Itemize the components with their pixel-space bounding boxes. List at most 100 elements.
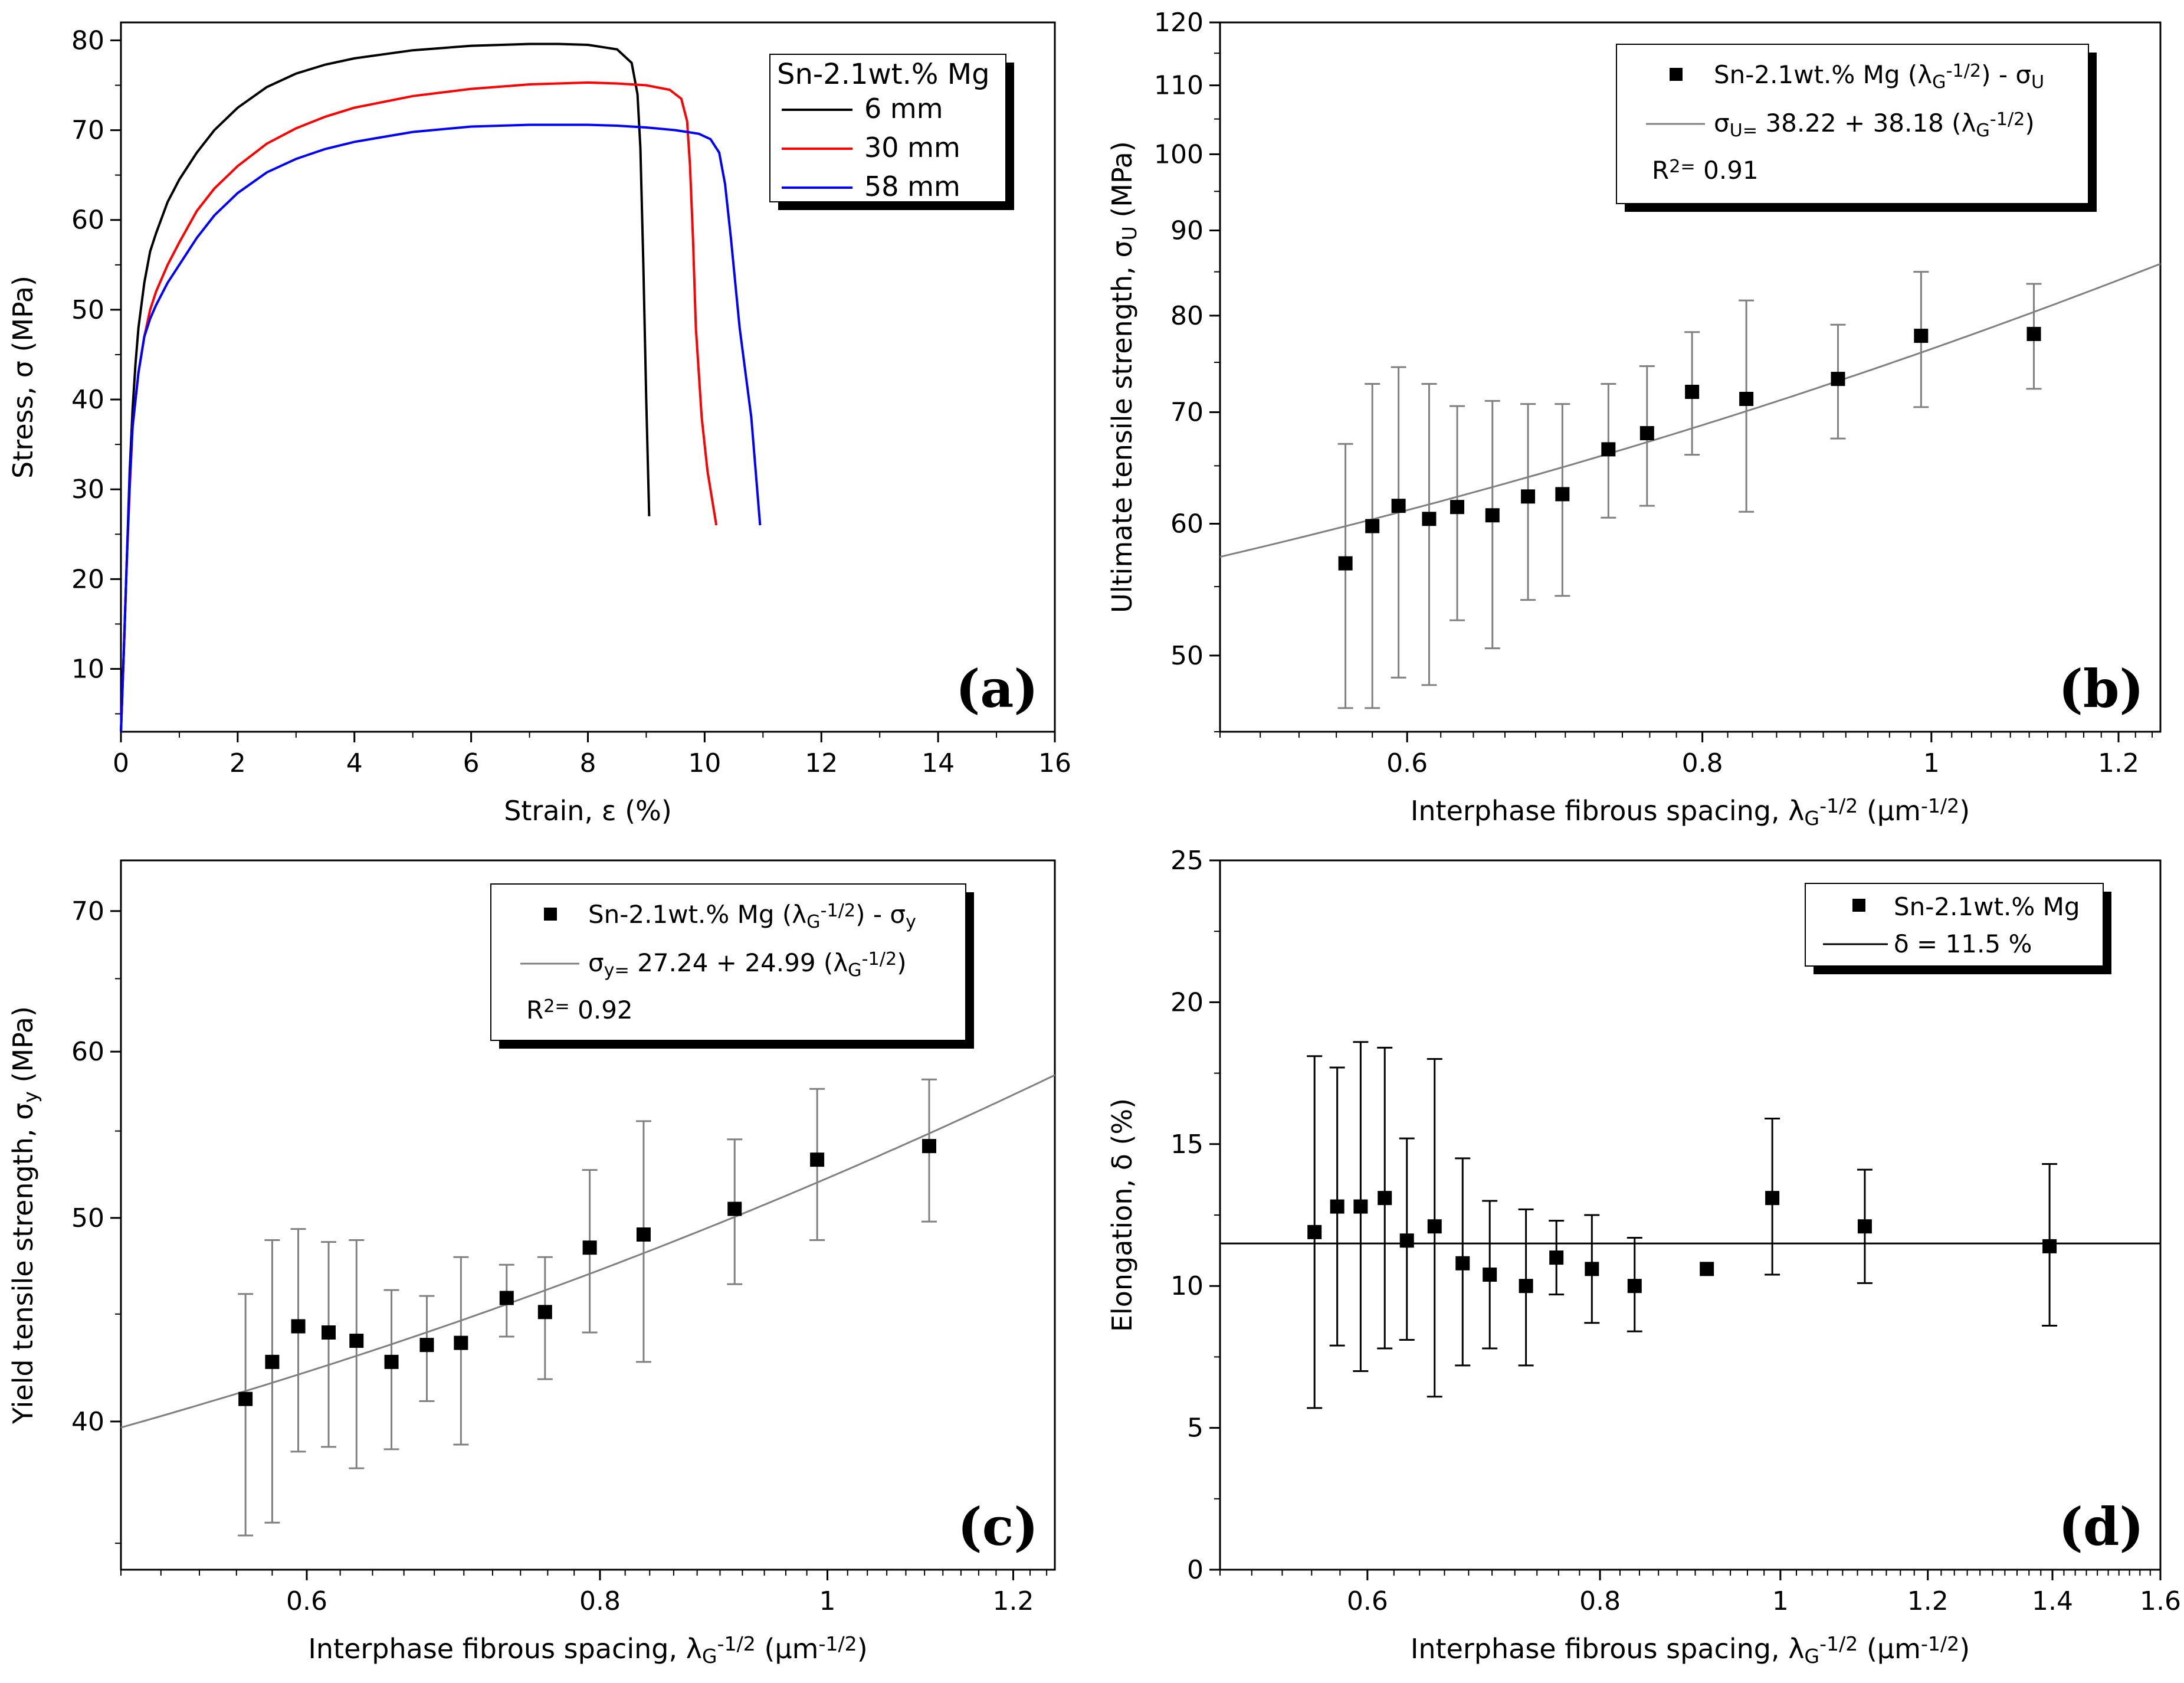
y-axis-label: Yield tensile strength, σy (MPa) bbox=[7, 1006, 42, 1425]
x-tick-label: 2 bbox=[229, 748, 246, 778]
data-point bbox=[291, 1319, 306, 1334]
x-tick-label: 14 bbox=[922, 748, 955, 778]
panel-d-elongation: 0.6 0.8 1 1.2 1.4 1.6 0 5 10 15 20 25 Interphase fib… bbox=[1106, 846, 2181, 1668]
x-tick-label: 1.4 bbox=[2032, 1586, 2073, 1616]
data-point bbox=[810, 1152, 825, 1167]
panel-label: (d) bbox=[2058, 1496, 2144, 1557]
x-tick-label: 12 bbox=[805, 748, 838, 778]
data-point bbox=[1353, 1199, 1368, 1214]
panel-b-ultimate-strength: 0.6 0.8 1 1.2 50 60 70 80 90 100 110 120 Interphase … bbox=[1106, 8, 2162, 830]
y-tick-label: 15 bbox=[1170, 1129, 1204, 1160]
x-tick-label: 1 bbox=[819, 1586, 835, 1616]
data-point bbox=[1685, 385, 1700, 400]
y-axis-label: Ultimate tensile strength, σU (MPa) bbox=[1106, 141, 1141, 613]
data-point bbox=[265, 1354, 280, 1369]
data-point bbox=[1521, 489, 1536, 504]
x-axis-label: Interphase fibrous spacing, λG-1/2 (μm-1… bbox=[308, 1632, 867, 1668]
y-tick-label: 70 bbox=[1170, 398, 1204, 428]
y-tick-label: 30 bbox=[71, 474, 104, 505]
x-tick-label: 8 bbox=[580, 748, 596, 778]
data-point bbox=[1585, 1262, 1599, 1276]
data-point bbox=[499, 1291, 514, 1305]
data-point bbox=[1601, 442, 1616, 457]
data-point bbox=[1555, 487, 1570, 502]
x-tick-label: 16 bbox=[1038, 748, 1071, 778]
x-tick-label: 1.2 bbox=[1907, 1586, 1949, 1616]
legend-series-label: Sn-2.1wt.% Mg (λG-1/2) - σU bbox=[1714, 60, 2044, 93]
y-tick-label: 10 bbox=[1170, 1271, 1204, 1301]
y-tick-label: 25 bbox=[1170, 846, 1204, 876]
data-point bbox=[1422, 512, 1437, 526]
data-point bbox=[1700, 1262, 1714, 1276]
x-axis-label: Strain, ε (%) bbox=[504, 795, 672, 827]
legend-mean-label: δ = 11.5 % bbox=[1894, 929, 2032, 958]
y-tick-label: 20 bbox=[1170, 987, 1204, 1017]
y-tick-label: 50 bbox=[1170, 641, 1204, 671]
data-point bbox=[1483, 1267, 1497, 1282]
y-tick-label: 80 bbox=[71, 25, 104, 55]
data-point bbox=[537, 1305, 552, 1319]
legend-title: Sn-2.1wt.% Mg bbox=[777, 58, 990, 91]
x-tick-label: 1.2 bbox=[992, 1586, 1034, 1616]
data-point bbox=[1399, 1233, 1414, 1248]
data-point bbox=[1455, 1256, 1470, 1271]
x-tick-label: 0.8 bbox=[1682, 748, 1723, 778]
y-tick-label: 120 bbox=[1154, 8, 1204, 38]
data-point bbox=[1857, 1219, 1872, 1234]
legend-marker bbox=[1852, 899, 1865, 912]
data-point bbox=[1330, 1199, 1344, 1214]
y-tick-label: 60 bbox=[71, 1037, 104, 1067]
legend-box bbox=[490, 883, 966, 1041]
x-tick-label: 0.6 bbox=[1386, 748, 1428, 778]
x-tick-label: 6 bbox=[463, 748, 480, 778]
panel-label: (b) bbox=[2058, 658, 2144, 719]
data-point bbox=[349, 1334, 364, 1348]
y-tick-label: 60 bbox=[1170, 509, 1204, 539]
panel-label: (a) bbox=[956, 658, 1038, 719]
data-point bbox=[384, 1354, 399, 1369]
data-point bbox=[1639, 426, 1654, 441]
legend-r2-label: R2= 0.92 bbox=[526, 996, 633, 1024]
x-tick-label: 0.8 bbox=[579, 1586, 621, 1616]
y-tick-label: 110 bbox=[1154, 71, 1204, 101]
series-line-30-mm bbox=[120, 81, 718, 732]
data-point bbox=[1427, 1219, 1442, 1234]
panel-label: (c) bbox=[957, 1496, 1038, 1557]
legend-entry: 6 mm bbox=[864, 93, 943, 125]
y-tick-label: 40 bbox=[71, 1407, 104, 1437]
x-tick-label: 0.8 bbox=[1579, 1586, 1621, 1616]
x-tick-label: 1 bbox=[1923, 748, 1940, 778]
y-tick-label: 40 bbox=[71, 385, 104, 415]
panel-c-yield-strength: 0.6 0.8 1 1.2 40 50 60 70 Interphase fibrous spa… bbox=[7, 859, 1056, 1668]
legend-fit-label: σy= 27.24 + 24.99 (λG-1/2) bbox=[588, 948, 907, 981]
x-tick-label: 1 bbox=[1772, 1586, 1789, 1616]
legend-series-label: Sn-2.1wt.% Mg bbox=[1894, 892, 2080, 921]
x-axis-label: Interphase fibrous spacing, λG-1/2 (μm-1… bbox=[1411, 794, 1970, 830]
y-tick-label: 0 bbox=[1187, 1555, 1204, 1585]
legend-box bbox=[769, 54, 1006, 202]
data-point bbox=[322, 1325, 336, 1340]
x-tick-label: 1.2 bbox=[2098, 748, 2139, 778]
data-point bbox=[922, 1139, 936, 1154]
y-tick-label: 50 bbox=[71, 295, 104, 325]
x-tick-label: 0.6 bbox=[286, 1586, 327, 1616]
legend-fit-label: σU= 38.22 + 38.18 (λG-1/2) bbox=[1714, 109, 2035, 141]
legend-box bbox=[1805, 883, 2104, 967]
data-point bbox=[636, 1227, 651, 1242]
data-point bbox=[238, 1391, 253, 1406]
data-point bbox=[1450, 500, 1465, 515]
data-point bbox=[727, 1201, 742, 1216]
data-point bbox=[419, 1338, 434, 1353]
legend-entry: 58 mm bbox=[864, 171, 960, 202]
x-axis-label: Interphase fibrous spacing, λG-1/2 (μm-1… bbox=[1411, 1632, 1970, 1668]
data-point bbox=[1391, 499, 1406, 513]
data-point bbox=[1307, 1224, 1322, 1239]
data-point bbox=[1831, 372, 1845, 387]
data-point bbox=[1519, 1279, 1533, 1294]
y-axis-label: Stress, σ (MPa) bbox=[7, 276, 39, 479]
plot-frame bbox=[1219, 21, 2162, 733]
x-tick-label: 10 bbox=[688, 748, 721, 778]
legend-r2-label: R2= 0.91 bbox=[1652, 156, 1759, 185]
y-tick-label: 70 bbox=[71, 116, 104, 146]
